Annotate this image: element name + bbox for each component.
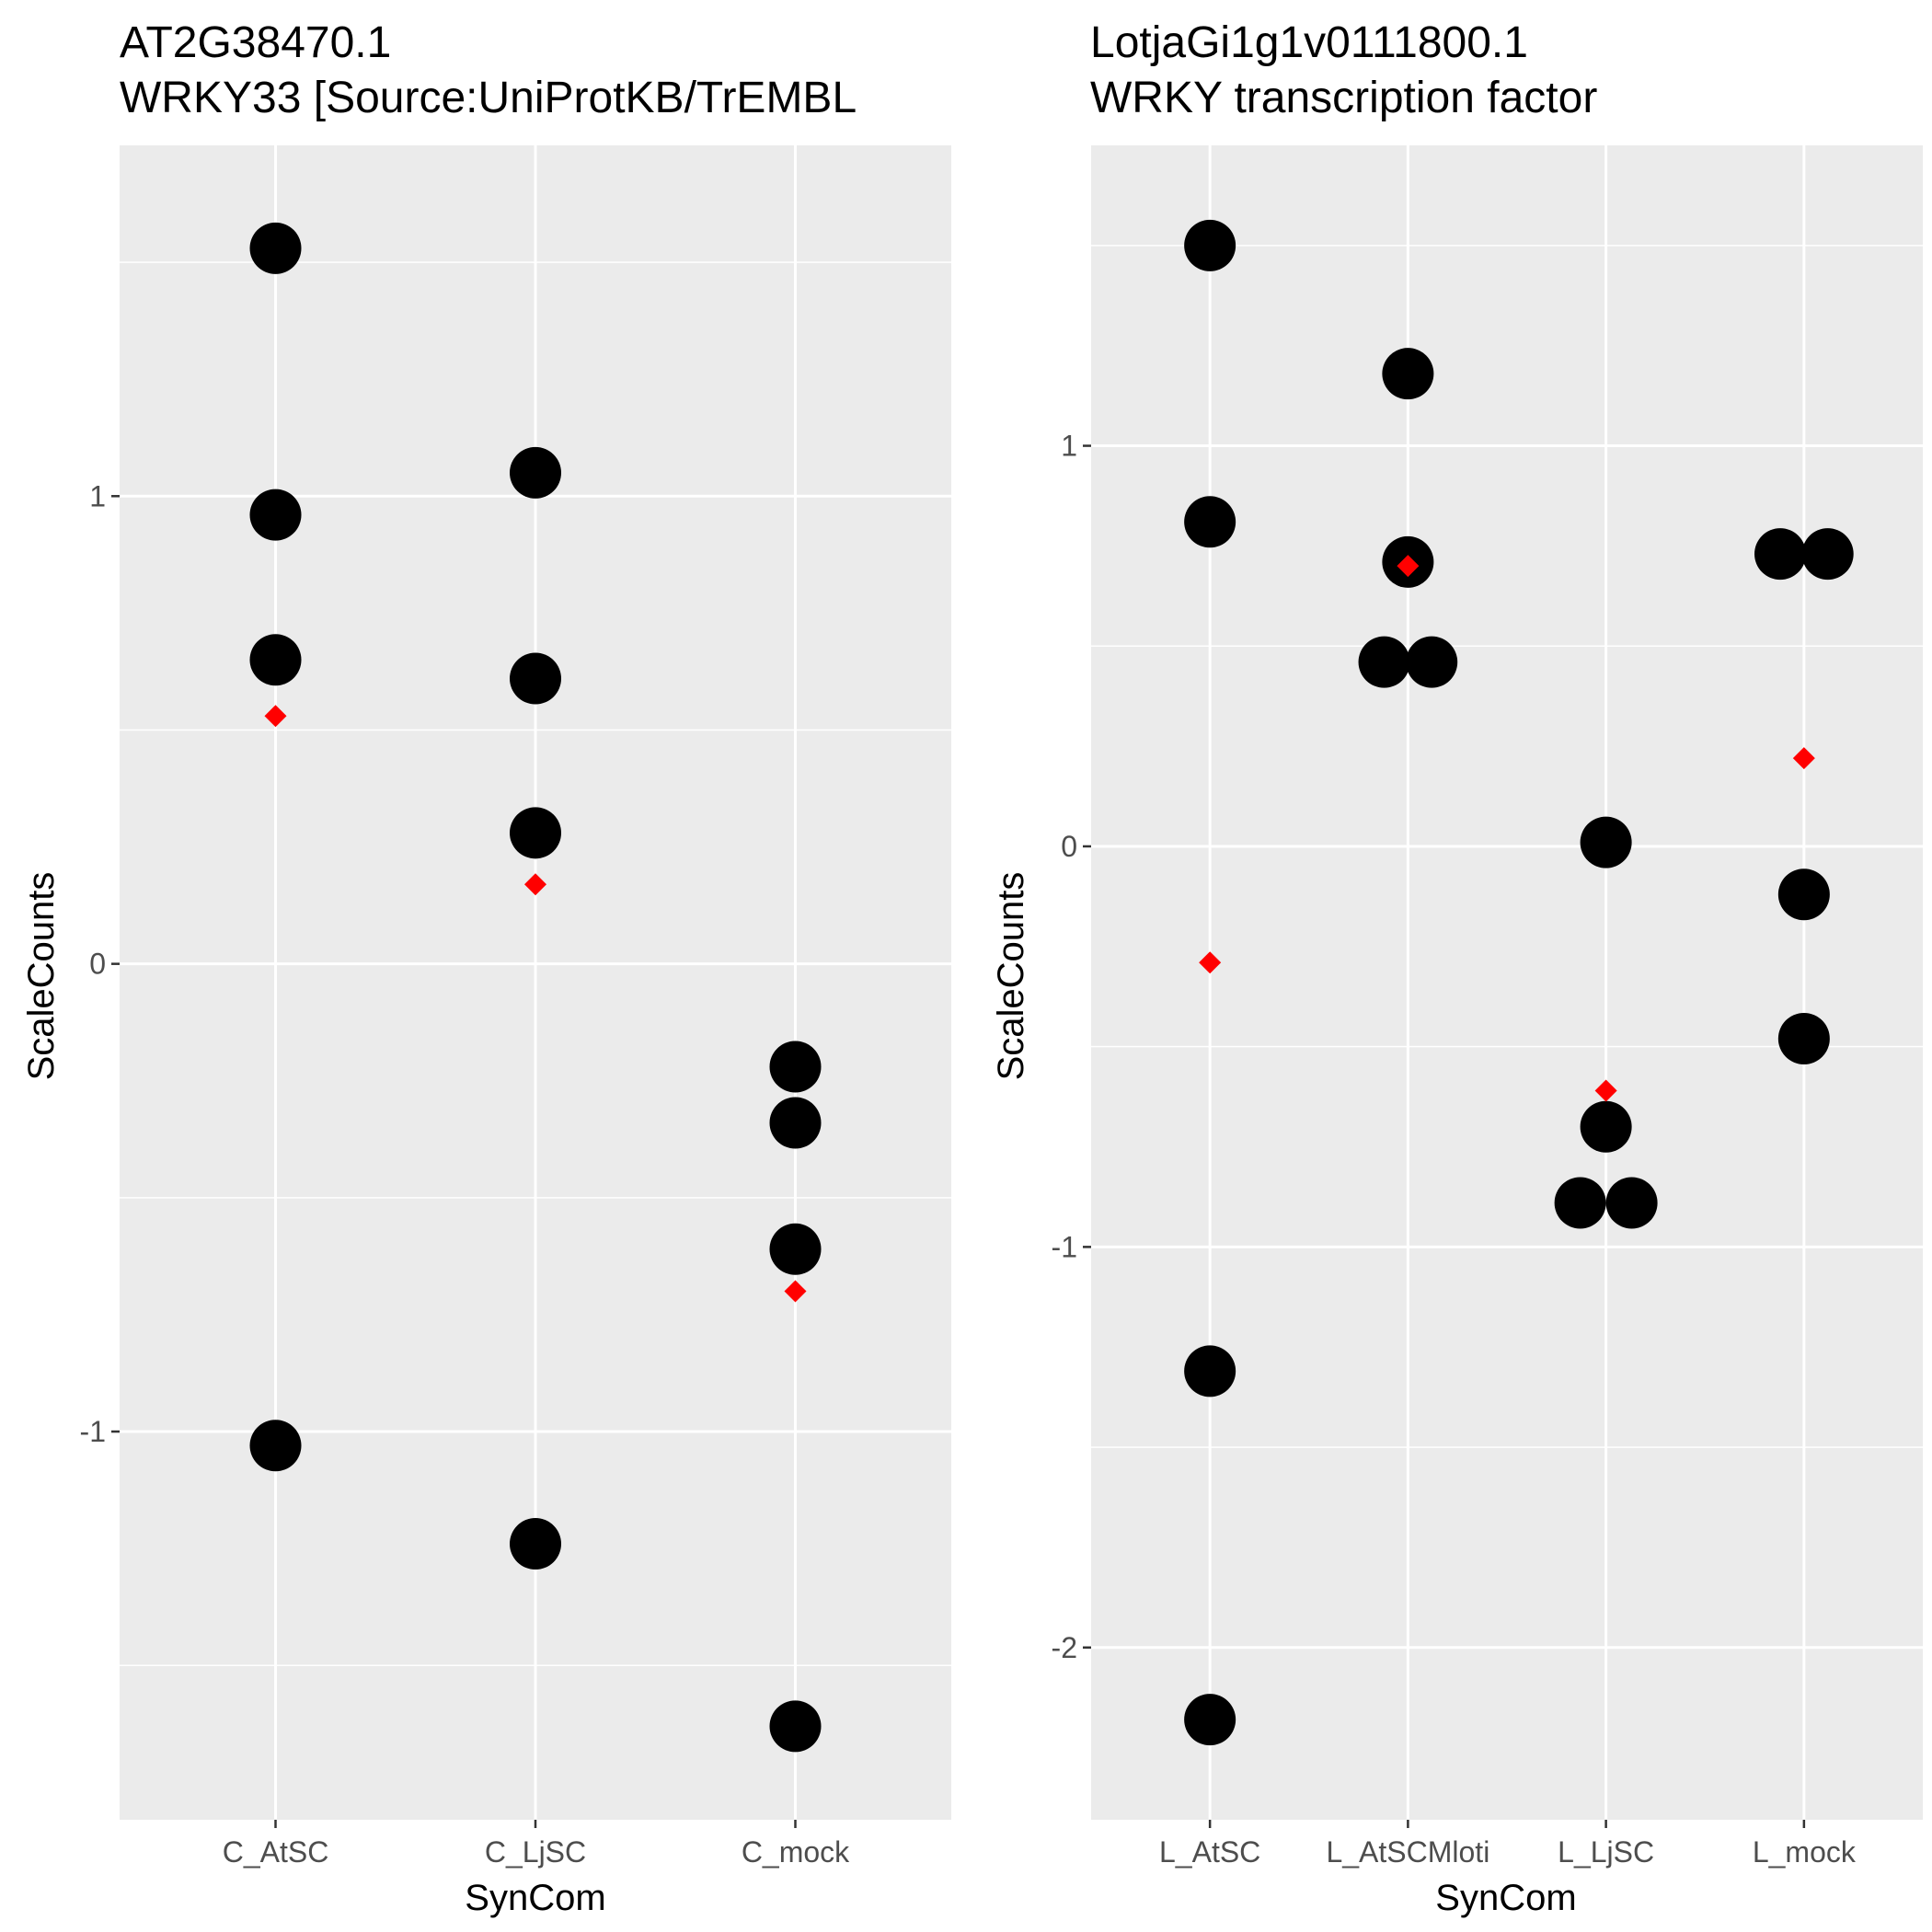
panel-right-data-point xyxy=(1580,816,1632,868)
panel-right-mean-marker xyxy=(1199,951,1222,974)
panel-right-data-point xyxy=(1801,528,1854,581)
panel-left-title: AT2G38470.1 xyxy=(120,18,391,67)
panel-right-y-tick-label: 0 xyxy=(1061,830,1077,863)
panel-right-data-point xyxy=(1605,1177,1658,1229)
panel-left-data-point xyxy=(249,634,302,686)
panel-left-data-point xyxy=(510,807,561,859)
panel-left-data-point xyxy=(510,652,561,705)
panel-right-data-point xyxy=(1580,1100,1632,1153)
panel-left-data-point xyxy=(510,1518,561,1570)
panel-left-data-point xyxy=(769,1700,822,1753)
panel-left-data-point xyxy=(249,489,302,541)
panel-left-data-point xyxy=(769,1097,822,1149)
panel-left-x-tick-label: C_LjSC xyxy=(485,1835,586,1869)
panel-left-x-tick-label: C_AtSC xyxy=(223,1835,329,1869)
panel-right-data-point xyxy=(1777,868,1830,921)
chart-panel-left: AT2G38470.1 WRKY33 [Source:UniProtKB/TrE… xyxy=(21,18,951,1918)
panel-right-data-point xyxy=(1184,496,1236,548)
panel-right-x-tick-label: L_AtSCMloti xyxy=(1326,1835,1489,1869)
panel-right-mean-marker xyxy=(1397,555,1420,578)
panel-right-x-axis-title: SynCom xyxy=(1435,1878,1576,1918)
panel-left-data-point xyxy=(769,1223,822,1275)
panel-right-title: LotjaGi1g1v0111800.1 xyxy=(1090,18,1528,67)
panel-left-mean-marker xyxy=(784,1280,807,1303)
panel-left-mean-marker xyxy=(524,873,546,896)
panel-left-y-tick-label: 0 xyxy=(89,948,106,981)
panel-left-subtitle: WRKY33 [Source:UniProtKB/TrEMBL xyxy=(120,74,857,122)
panel-left-x-tick-label: C_mock xyxy=(742,1835,850,1869)
panel-left-y-tick-label: 1 xyxy=(89,479,106,512)
panel-left-data-point xyxy=(249,222,302,274)
panel-right-data-point xyxy=(1554,1177,1606,1229)
panel-right-x-axis: L_AtSC L_AtSCMloti L_LjSC L_mock xyxy=(1159,1820,1857,1869)
panel-right-y-tick-label: 1 xyxy=(1061,430,1077,463)
panel-left-means xyxy=(264,705,807,1303)
panel-left-y-axis: -1 0 1 xyxy=(80,479,120,1448)
panel-right-x-tick-label: L_AtSC xyxy=(1159,1835,1260,1869)
panel-right-data-point xyxy=(1184,1694,1236,1746)
panel-right-major-grid xyxy=(1091,145,1923,1820)
panel-left-data-point xyxy=(510,446,561,499)
panel-right-data-point xyxy=(1358,636,1410,688)
panel-left-data-point xyxy=(249,1420,302,1472)
panel-right-means xyxy=(1199,555,1815,1102)
panel-right-x-tick-label: L_mock xyxy=(1753,1835,1857,1869)
panel-right-y-axis: -2 -1 0 1 xyxy=(1052,430,1091,1664)
panel-right-data-point xyxy=(1754,528,1807,581)
panel-left-x-axis-title: SynCom xyxy=(465,1878,605,1918)
panel-left-y-axis-title: ScaleCounts xyxy=(21,872,62,1081)
panel-right-data-point xyxy=(1184,1345,1236,1397)
panel-right-y-axis-title: ScaleCounts xyxy=(991,872,1031,1081)
panel-right-points xyxy=(1184,219,1854,1746)
panel-right-mean-marker xyxy=(1594,1079,1617,1102)
chart-panel-right: LotjaGi1g1v0111800.1 WRKY transcription … xyxy=(991,18,1923,1918)
panel-left-data-point xyxy=(769,1041,822,1093)
panel-left-points xyxy=(249,222,822,1753)
panel-right-data-point xyxy=(1184,219,1236,271)
panel-right-y-tick-label: -1 xyxy=(1052,1230,1077,1263)
panel-left-x-axis: C_AtSC C_LjSC C_mock xyxy=(223,1820,850,1869)
panel-left-y-tick-label: -1 xyxy=(80,1415,106,1448)
panel-right-subtitle: WRKY transcription factor xyxy=(1090,74,1597,122)
panel-left-mean-marker xyxy=(264,705,287,728)
panel-right-data-point xyxy=(1777,1012,1830,1064)
panel-right-data-point xyxy=(1406,636,1458,688)
panel-right-data-point xyxy=(1382,348,1434,400)
panel-right-mean-marker xyxy=(1792,747,1815,770)
panel-right-plot-area xyxy=(1091,145,1923,1820)
panel-right-y-tick-label: -2 xyxy=(1052,1631,1077,1664)
panel-right-x-tick-label: L_LjSC xyxy=(1558,1835,1654,1869)
